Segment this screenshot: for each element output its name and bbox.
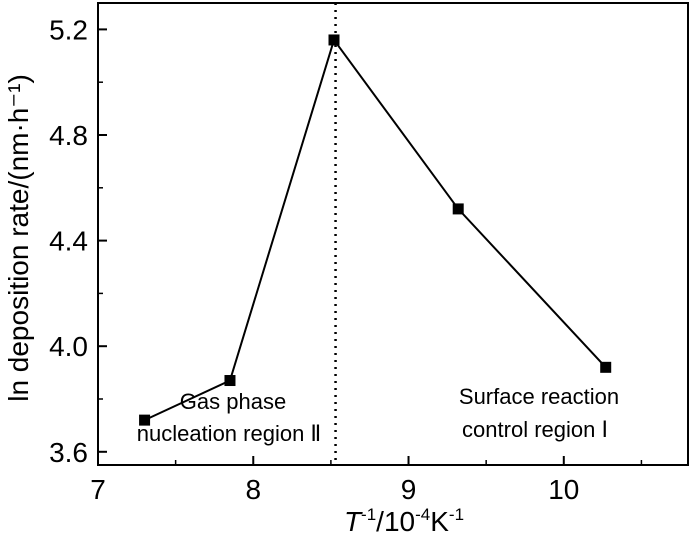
annotation-right-line2: control region Ⅰ: [462, 417, 608, 442]
y-tick-label: 3.6: [49, 437, 88, 468]
series-line: [144, 37, 607, 422]
x-axis-title-symbol: T: [344, 506, 363, 537]
annotation-left-line2: nucleation region Ⅱ: [137, 421, 322, 446]
y-tick-label: 4.0: [49, 331, 88, 362]
data-point: [224, 375, 236, 387]
x-tick-label: 8: [245, 474, 261, 505]
x-axis-title-symbol-sup: -1: [361, 505, 376, 524]
x-tick-label: 7: [90, 474, 106, 505]
annotation-left-line1: Gas phase: [180, 389, 286, 414]
y-tick-label: 5.2: [49, 14, 88, 45]
data-point: [328, 34, 340, 46]
x-tick-label: 9: [401, 474, 417, 505]
plot-layer: 7 8 9 10 3.6 4.0 4.4 4.8 5.2: [49, 2, 689, 505]
plot-frame: [97, 2, 689, 466]
y-tick-label: 4.8: [49, 120, 88, 151]
data-point: [600, 361, 612, 373]
x-axis-title-mid-sup: -4: [415, 505, 430, 524]
y-tick-label: 4.4: [49, 226, 88, 257]
x-tick-label: 10: [548, 474, 579, 505]
data-point: [139, 414, 151, 426]
x-axis-title-unit-sup: -1: [449, 505, 464, 524]
x-axis-title-mid: /10: [376, 506, 415, 537]
y-axis-title: ln deposition rate/(nm·h⁻¹): [3, 74, 34, 402]
annotation-right-line1: Surface reaction: [459, 384, 619, 409]
data-point: [452, 203, 464, 215]
x-axis-title-unit: K: [430, 506, 449, 537]
x-axis-title: T-1/10-4K-1: [344, 505, 464, 537]
